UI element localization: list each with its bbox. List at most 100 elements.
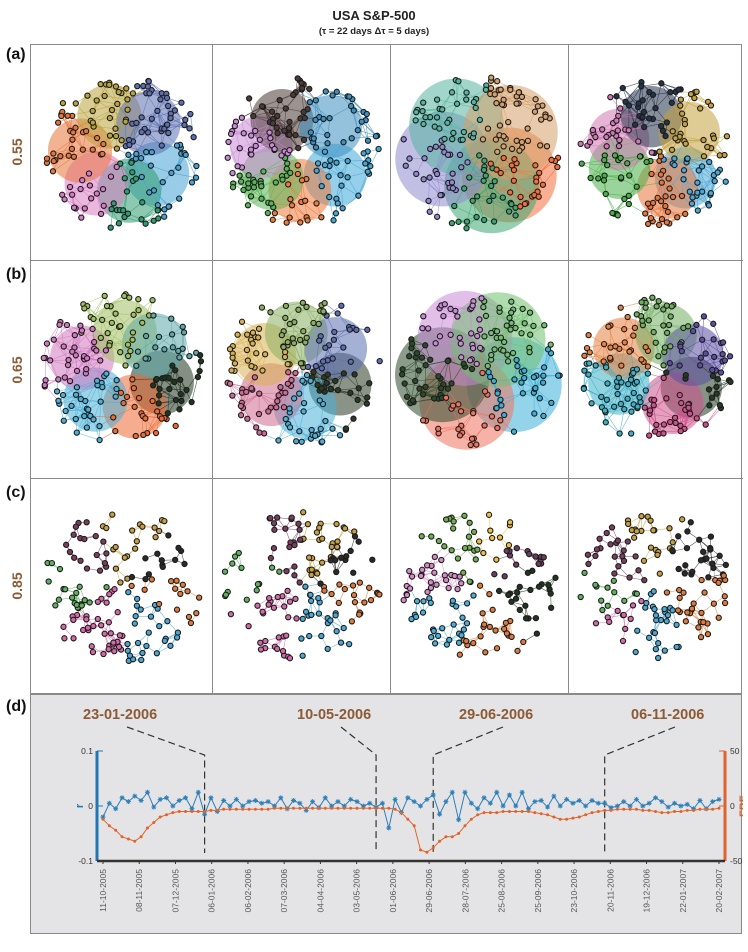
r-data-point bbox=[468, 800, 474, 806]
fre-data-point bbox=[425, 850, 429, 854]
x-axis-tick-label: 03-05-2006 bbox=[352, 869, 362, 913]
r-data-point bbox=[602, 800, 608, 806]
fre-data-point bbox=[304, 806, 308, 810]
panel-label-c: (c) bbox=[6, 484, 26, 501]
fre-data-point bbox=[546, 813, 550, 817]
x-axis-tick-label: 06-02-2006 bbox=[243, 869, 253, 913]
x-axis-tick-label: 23-10-2006 bbox=[569, 869, 579, 913]
r-data-point bbox=[405, 795, 411, 801]
fre-data-point bbox=[679, 810, 683, 813]
fre-data-point bbox=[241, 807, 245, 811]
r-data-point bbox=[430, 792, 436, 798]
node-layer bbox=[221, 509, 383, 662]
network-panel-r2-c2 bbox=[213, 261, 391, 479]
r-data-point bbox=[621, 799, 627, 805]
fre-data-point bbox=[292, 806, 296, 810]
r-data-point bbox=[672, 800, 678, 806]
r-data-point bbox=[411, 799, 417, 805]
r-data-point bbox=[595, 800, 601, 806]
left-axis-tick-label: 0 bbox=[88, 801, 93, 811]
r-data-point bbox=[360, 803, 366, 809]
x-axis-tick-label: 07-12-2005 bbox=[170, 869, 180, 913]
fre-data-point bbox=[158, 815, 162, 819]
date-marker-line bbox=[126, 726, 206, 853]
fre-data-point bbox=[482, 811, 486, 815]
fre-data-point bbox=[552, 815, 556, 819]
fre-data-point bbox=[431, 846, 435, 850]
r-data-point bbox=[424, 796, 430, 802]
panel-label-d: (d) bbox=[6, 698, 27, 715]
r-data-point bbox=[297, 800, 303, 806]
r-data-point bbox=[519, 789, 525, 795]
r-data-point bbox=[557, 803, 563, 809]
right-axis-tick-label: 0 bbox=[730, 801, 735, 811]
r-data-point bbox=[189, 806, 195, 812]
fre-data-point bbox=[615, 807, 619, 811]
fre-data-point bbox=[114, 828, 118, 832]
r-data-point bbox=[138, 798, 144, 803]
x-axis-tick-label: 22-01-2007 bbox=[678, 869, 688, 913]
r-data-point bbox=[227, 803, 233, 809]
network-panel-r2-c4 bbox=[569, 261, 743, 479]
r-data-point bbox=[240, 803, 246, 809]
r-data-point bbox=[659, 799, 665, 805]
community-region bbox=[462, 84, 558, 180]
r-data-point bbox=[202, 811, 208, 817]
panel-label-a: (a) bbox=[6, 46, 26, 63]
network-graph bbox=[395, 290, 563, 450]
node-layer bbox=[224, 299, 383, 446]
fre-data-point bbox=[393, 807, 397, 811]
fre-data-point bbox=[533, 811, 537, 815]
fre-data-point bbox=[717, 806, 721, 810]
fre-data-point bbox=[349, 806, 353, 810]
x-axis-tick-label: 06-01-2006 bbox=[207, 869, 217, 913]
node-layer bbox=[577, 79, 731, 229]
r-data-point bbox=[583, 803, 589, 809]
fre-data-point bbox=[228, 807, 232, 811]
node-layer bbox=[400, 511, 559, 658]
fre-data-point bbox=[438, 839, 442, 843]
r-data-point bbox=[538, 798, 544, 803]
r-data-point bbox=[392, 796, 398, 802]
r-data-point bbox=[665, 804, 671, 810]
fre-data-point bbox=[380, 806, 384, 810]
r-data-point bbox=[310, 799, 316, 805]
fre-data-point bbox=[298, 806, 302, 810]
r-data-point bbox=[532, 799, 538, 805]
fre-series-line bbox=[102, 807, 720, 853]
r-data-point bbox=[233, 796, 239, 802]
fre-data-point bbox=[145, 826, 149, 830]
x-axis-tick-label: 25-09-2006 bbox=[533, 869, 543, 913]
r-data-point bbox=[456, 817, 462, 823]
x-axis-tick-label: 11-10-2005 bbox=[98, 869, 108, 912]
r-data-point bbox=[132, 793, 138, 799]
fre-data-point bbox=[628, 807, 632, 811]
x-axis-tick-label: 20-11-2006 bbox=[605, 869, 615, 912]
date-label-3: 29-06-2006 bbox=[459, 707, 534, 723]
fre-data-point bbox=[596, 810, 600, 813]
network-graph bbox=[224, 75, 382, 226]
fre-data-point bbox=[641, 808, 645, 812]
r-data-point bbox=[348, 796, 354, 802]
fre-data-point bbox=[387, 806, 391, 810]
r-data-point bbox=[487, 800, 493, 806]
date-label-4: 06-11-2006 bbox=[631, 707, 705, 723]
network-graph bbox=[44, 511, 203, 665]
left-axis-tick-label: 0.1 bbox=[81, 746, 93, 756]
fre-data-point bbox=[317, 806, 321, 810]
date-label-1: 23-01-2006 bbox=[83, 707, 158, 723]
network-panel-r1-c2 bbox=[213, 45, 391, 261]
left-axis-label: r bbox=[74, 803, 86, 808]
right-axis-tick-label: -50 bbox=[730, 856, 743, 866]
date-marker-line bbox=[340, 726, 377, 853]
x-axis-tick-label: 28-07-2006 bbox=[460, 869, 470, 913]
fre-data-point bbox=[412, 824, 416, 828]
threshold-label-055: 0.55 bbox=[9, 138, 25, 166]
threshold-label-085: 0.85 bbox=[9, 572, 25, 600]
r-data-point bbox=[500, 803, 506, 809]
fre-data-point bbox=[558, 817, 562, 821]
fre-data-point bbox=[139, 835, 143, 839]
fre-data-point bbox=[419, 848, 423, 852]
network-panel-r2-c3 bbox=[391, 261, 569, 479]
network-graph bbox=[400, 511, 559, 658]
